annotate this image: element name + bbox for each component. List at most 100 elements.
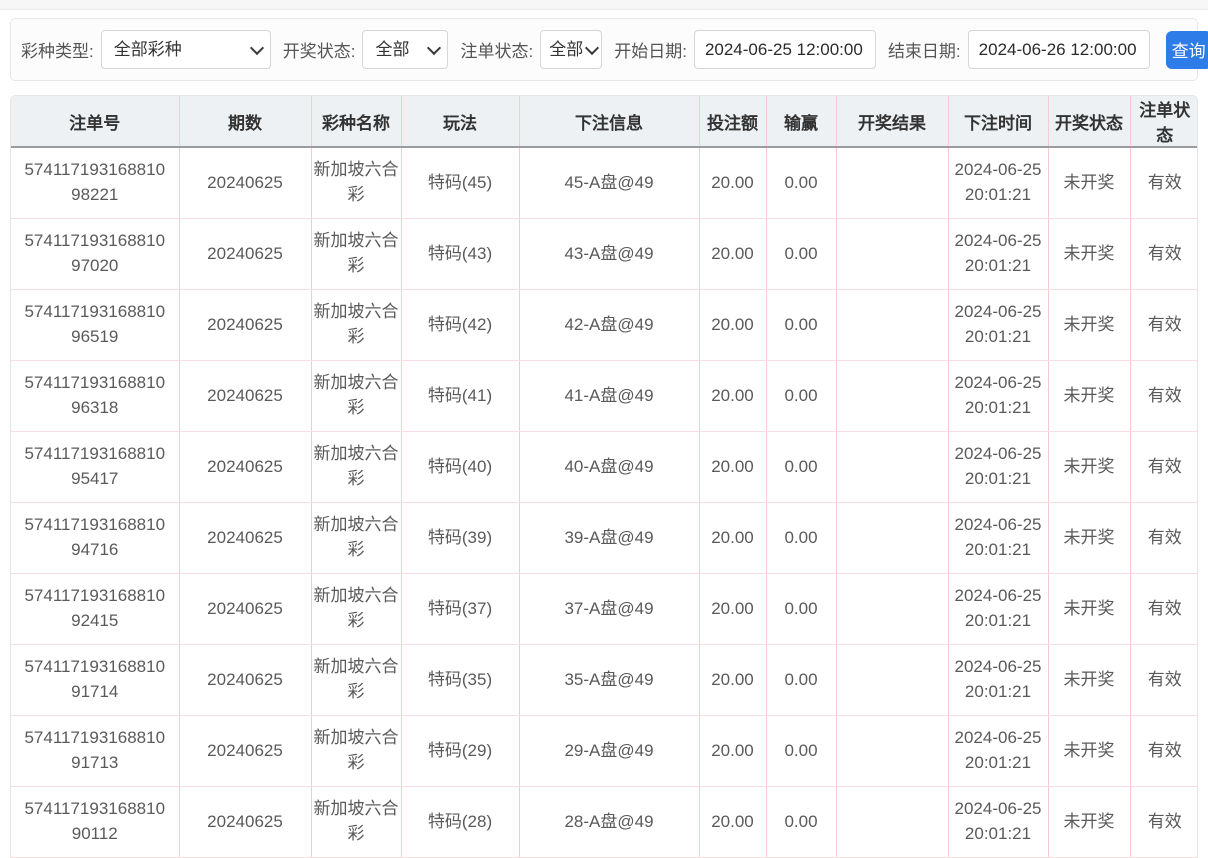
lottery-type-filter: 彩种类型: 全部彩种 xyxy=(21,30,271,69)
cell-bet-info: 40-A盘@49 xyxy=(519,431,700,503)
cell-win-loss: 0.00 xyxy=(766,218,837,290)
cell-win-loss: 0.00 xyxy=(766,431,837,503)
cell-draw-status: 未开奖 xyxy=(1048,502,1131,574)
table-row: 57411719316881091713 20240625 新加坡六合彩 特码(… xyxy=(11,715,1197,787)
cell-draw-result xyxy=(836,147,949,219)
cell-bet-status: 有效 xyxy=(1130,431,1197,503)
bet-status-filter: 注单状态: 全部 xyxy=(460,30,603,69)
cell-win-loss: 0.00 xyxy=(766,715,837,787)
end-date-input[interactable] xyxy=(967,30,1150,69)
table-row: 57411719316881090112 20240625 新加坡六合彩 特码(… xyxy=(11,786,1197,858)
cell-bet-info: 35-A盘@49 xyxy=(519,644,700,716)
column-header: 输赢 xyxy=(766,96,837,148)
cell-bet-time: 2024-06-25 20:01:21 xyxy=(948,502,1049,574)
cell-bet-number: 57411719316881091714 xyxy=(11,644,180,716)
cell-play-type: 特码(45) xyxy=(401,147,520,219)
draw-status-label: 开奖状态: xyxy=(282,42,356,61)
column-header: 下注信息 xyxy=(519,96,700,148)
cell-draw-result xyxy=(836,218,949,290)
cell-bet-status: 有效 xyxy=(1130,644,1197,716)
lottery-type-select[interactable]: 全部彩种 xyxy=(100,30,271,69)
column-header: 投注额 xyxy=(699,96,767,148)
cell-draw-result xyxy=(836,644,949,716)
cell-play-type: 特码(39) xyxy=(401,502,520,574)
column-header: 开奖状态 xyxy=(1048,96,1131,148)
table-row: 57411719316881092415 20240625 新加坡六合彩 特码(… xyxy=(11,573,1197,645)
table-row: 57411719316881094716 20240625 新加坡六合彩 特码(… xyxy=(11,502,1197,574)
cell-bet-amount: 20.00 xyxy=(699,360,767,432)
draw-status-select-wrap: 全部 xyxy=(362,30,449,69)
draw-status-select[interactable]: 全部 xyxy=(362,30,449,69)
bet-status-select-wrap: 全部 xyxy=(540,30,603,69)
cell-draw-result xyxy=(836,502,949,574)
cell-bet-info: 42-A盘@49 xyxy=(519,289,700,361)
cell-bet-status: 有效 xyxy=(1130,502,1197,574)
cell-bet-time: 2024-06-25 20:01:21 xyxy=(948,289,1049,361)
bet-status-label: 注单状态: xyxy=(460,42,534,61)
cell-lottery-name: 新加坡六合彩 xyxy=(311,786,402,858)
table-row: 57411719316881095417 20240625 新加坡六合彩 特码(… xyxy=(11,431,1197,503)
cell-draw-status: 未开奖 xyxy=(1048,360,1131,432)
cell-play-type: 特码(42) xyxy=(401,289,520,361)
end-date-filter: 结束日期: xyxy=(888,30,1150,69)
cell-draw-status: 未开奖 xyxy=(1048,573,1131,645)
cell-bet-info: 39-A盘@49 xyxy=(519,502,700,574)
cell-bet-number: 57411719316881091713 xyxy=(11,715,180,787)
cell-bet-info: 29-A盘@49 xyxy=(519,715,700,787)
cell-draw-status: 未开奖 xyxy=(1048,218,1131,290)
cell-lottery-name: 新加坡六合彩 xyxy=(311,644,402,716)
cell-draw-status: 未开奖 xyxy=(1048,786,1131,858)
table-row: 57411719316881098221 20240625 新加坡六合彩 特码(… xyxy=(11,147,1197,219)
column-header: 注单状态 xyxy=(1130,96,1197,148)
cell-bet-time: 2024-06-25 20:01:21 xyxy=(948,786,1049,858)
cell-bet-time: 2024-06-25 20:01:21 xyxy=(948,360,1049,432)
cell-bet-amount: 20.00 xyxy=(699,289,767,361)
cell-draw-status: 未开奖 xyxy=(1048,147,1131,219)
bet-status-select[interactable]: 全部 xyxy=(540,30,603,69)
cell-bet-info: 43-A盘@49 xyxy=(519,218,700,290)
table-row: 57411719316881096318 20240625 新加坡六合彩 特码(… xyxy=(11,360,1197,432)
end-date-label: 结束日期: xyxy=(887,42,961,61)
cell-win-loss: 0.00 xyxy=(766,786,837,858)
cell-bet-time: 2024-06-25 20:01:21 xyxy=(948,431,1049,503)
cell-draw-status: 未开奖 xyxy=(1048,644,1131,716)
cell-bet-status: 有效 xyxy=(1130,289,1197,361)
cell-play-type: 特码(35) xyxy=(401,644,520,716)
top-strip xyxy=(0,0,1208,10)
cell-bet-time: 2024-06-25 20:01:21 xyxy=(948,147,1049,219)
cell-bet-time: 2024-06-25 20:01:21 xyxy=(948,218,1049,290)
table-row: 57411719316881097020 20240625 新加坡六合彩 特码(… xyxy=(11,218,1197,290)
cell-bet-status: 有效 xyxy=(1130,360,1197,432)
cell-period: 20240625 xyxy=(179,431,312,503)
cell-period: 20240625 xyxy=(179,218,312,290)
cell-period: 20240625 xyxy=(179,502,312,574)
cell-bet-status: 有效 xyxy=(1130,147,1197,219)
cell-period: 20240625 xyxy=(179,573,312,645)
column-header: 期数 xyxy=(179,96,312,148)
bet-records-table: 注单号 期数 彩种名称 玩法 下注信息 投注额 输赢 开奖结果 下注时间 开奖状态 注单状态 574… xyxy=(11,96,1197,858)
cell-bet-number: 57411719316881098221 xyxy=(11,147,180,219)
start-date-filter: 开始日期: xyxy=(614,30,876,69)
cell-win-loss: 0.00 xyxy=(766,502,837,574)
cell-bet-info: 37-A盘@49 xyxy=(519,573,700,645)
cell-draw-result xyxy=(836,289,949,361)
filter-bar: 彩种类型: 全部彩种 开奖状态: 全部 注单状态: 全部 开始日期: xyxy=(10,18,1208,81)
cell-bet-number: 57411719316881090112 xyxy=(11,786,180,858)
cell-win-loss: 0.00 xyxy=(766,644,837,716)
cell-play-type: 特码(43) xyxy=(401,218,520,290)
cell-win-loss: 0.00 xyxy=(766,289,837,361)
cell-play-type: 特码(37) xyxy=(401,573,520,645)
cell-win-loss: 0.00 xyxy=(766,573,837,645)
cell-bet-amount: 20.00 xyxy=(699,573,767,645)
query-button[interactable]: 查询 xyxy=(1165,30,1208,69)
cell-draw-status: 未开奖 xyxy=(1048,431,1131,503)
column-header: 下注时间 xyxy=(948,96,1049,148)
bet-table: 注单号 期数 彩种名称 玩法 下注信息 投注额 输赢 开奖结果 下注时间 开奖状态 注单状态 574… xyxy=(10,95,1198,858)
start-date-input[interactable] xyxy=(693,30,876,69)
cell-bet-info: 28-A盘@49 xyxy=(519,786,700,858)
cell-lottery-name: 新加坡六合彩 xyxy=(311,431,402,503)
cell-period: 20240625 xyxy=(179,289,312,361)
cell-bet-number: 57411719316881094716 xyxy=(11,502,180,574)
cell-draw-result xyxy=(836,360,949,432)
cell-draw-result xyxy=(836,431,949,503)
